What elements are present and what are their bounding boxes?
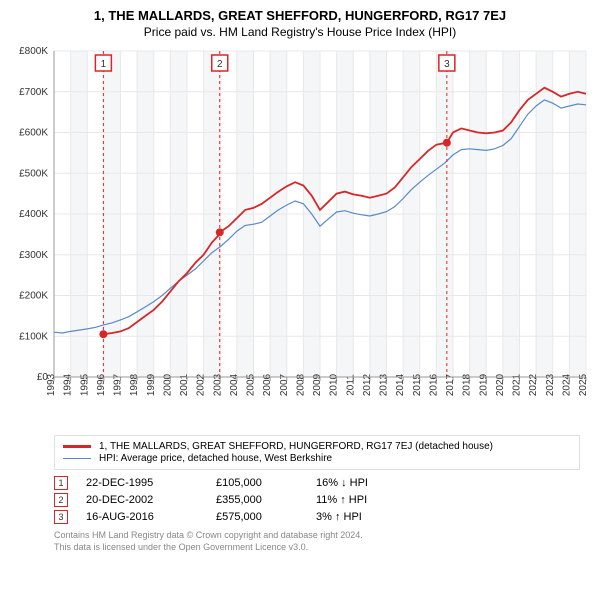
- legend-item: HPI: Average price, detached house, West…: [63, 453, 571, 464]
- sale-marker-label: 1: [101, 59, 107, 70]
- sale-price: £355,000: [216, 494, 316, 506]
- footer-line-1: Contains HM Land Registry data © Crown c…: [54, 530, 580, 542]
- y-axis-label: £800K: [19, 47, 48, 57]
- sale-marker-label: 3: [444, 59, 450, 70]
- legend-label: HPI: Average price, detached house, West…: [99, 453, 332, 464]
- y-axis-label: £500K: [19, 168, 48, 179]
- legend-swatch: [63, 458, 91, 459]
- sale-marker-box: 2: [54, 493, 68, 507]
- sale-point-1: [99, 330, 107, 338]
- legend-item: 1, THE MALLARDS, GREAT SHEFFORD, HUNGERF…: [63, 441, 571, 452]
- sale-delta: 3% ↑ HPI: [316, 511, 416, 523]
- legend: 1, THE MALLARDS, GREAT SHEFFORD, HUNGERF…: [54, 435, 580, 470]
- legend-label: 1, THE MALLARDS, GREAT SHEFFORD, HUNGERF…: [99, 441, 493, 452]
- footer-line-2: This data is licensed under the Open Gov…: [54, 542, 580, 554]
- sale-marker-label: 2: [217, 59, 223, 70]
- sales-table: 1 22-DEC-1995£105,00016% ↓ HPI 2 20-DEC-200…: [54, 476, 580, 524]
- chart-title: 1, THE MALLARDS, GREAT SHEFFORD, HUNGERF…: [10, 8, 590, 23]
- sale-marker-box: 3: [54, 510, 68, 524]
- y-axis-label: £700K: [19, 87, 48, 98]
- sale-price: £575,000: [216, 511, 316, 523]
- chart-container: 1, THE MALLARDS, GREAT SHEFFORD, HUNGERF…: [0, 0, 600, 565]
- y-axis-label: £200K: [19, 291, 48, 302]
- footer-attribution: Contains HM Land Registry data © Crown c…: [54, 530, 580, 553]
- y-axis-label: £300K: [19, 250, 48, 261]
- chart-subtitle: Price paid vs. HM Land Registry's House …: [10, 25, 590, 39]
- y-axis-label: £100K: [19, 331, 48, 342]
- sale-date: 16-AUG-2016: [86, 511, 216, 523]
- sale-row: 2 20-DEC-2002£355,00011% ↑ HPI: [54, 493, 580, 507]
- sale-date: 22-DEC-1995: [86, 477, 216, 489]
- legend-swatch: [63, 445, 91, 447]
- y-axis-label: £600K: [19, 128, 48, 139]
- sale-delta: 11% ↑ HPI: [316, 494, 416, 506]
- sale-date: 20-DEC-2002: [86, 494, 216, 506]
- sale-point-3: [443, 139, 451, 147]
- sale-point-2: [216, 228, 224, 236]
- sale-price: £105,000: [216, 477, 316, 489]
- sale-row: 3 16-AUG-2016£575,0003% ↑ HPI: [54, 510, 580, 524]
- sale-row: 1 22-DEC-1995£105,00016% ↓ HPI: [54, 476, 580, 490]
- sale-delta: 16% ↓ HPI: [316, 477, 416, 489]
- chart-plot-area: £0£100K£200K£300K£400K£500K£600K£700K£80…: [10, 47, 590, 427]
- sale-marker-box: 1: [54, 476, 68, 490]
- y-axis-label: £400K: [19, 209, 48, 220]
- chart-svg: £0£100K£200K£300K£400K£500K£600K£700K£80…: [10, 47, 590, 427]
